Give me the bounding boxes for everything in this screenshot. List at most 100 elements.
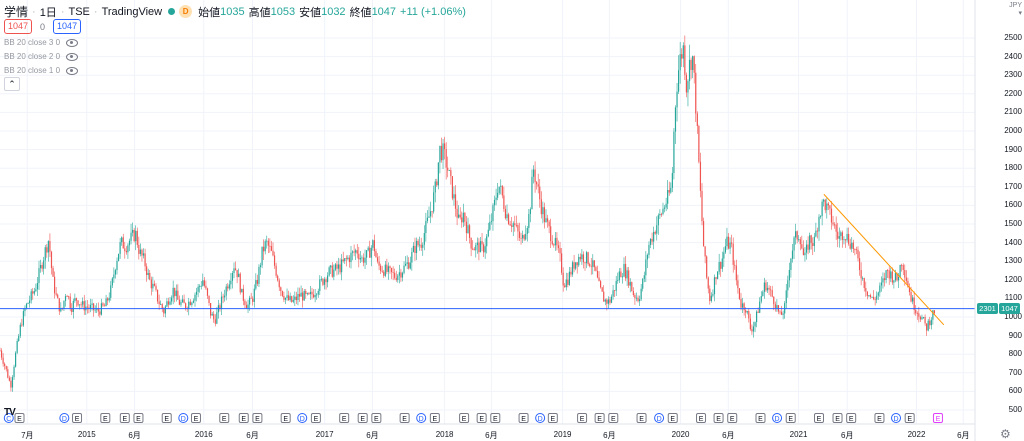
candle-body xyxy=(33,291,35,294)
earnings-marker xyxy=(727,413,738,423)
candle-body xyxy=(841,232,843,240)
candle-body xyxy=(119,242,121,254)
candle-body xyxy=(829,205,831,209)
candle-body xyxy=(94,309,96,311)
candle-body xyxy=(302,292,304,301)
interval-label[interactable]: 1日 xyxy=(39,6,57,19)
indicator-row[interactable]: BB 20 close 3 0 xyxy=(4,38,79,47)
earnings-marker xyxy=(371,413,382,423)
candle-body xyxy=(188,301,190,309)
candle-body xyxy=(82,301,84,305)
candle-body xyxy=(874,299,876,300)
candle-body xyxy=(398,272,400,276)
candle-body xyxy=(632,291,634,295)
currency-label[interactable]: JPY ▾ xyxy=(1009,2,1022,18)
candle-body xyxy=(380,265,382,271)
candle-body xyxy=(16,340,18,353)
candle-body xyxy=(297,294,299,301)
candle-body xyxy=(629,282,631,286)
candle-body xyxy=(208,295,210,304)
candle-body xyxy=(548,221,550,227)
candle-body xyxy=(149,272,151,280)
indicator-row[interactable]: BB 20 close 2 0 xyxy=(4,52,79,61)
candle-body xyxy=(105,298,107,307)
candle-body xyxy=(191,302,193,305)
candle-body xyxy=(532,169,535,177)
candle-body xyxy=(724,246,726,253)
candle-body xyxy=(128,240,131,246)
candle-body xyxy=(114,270,117,275)
market-status-dot[interactable] xyxy=(168,8,176,15)
candle-body xyxy=(731,242,733,244)
candle-body xyxy=(497,192,499,198)
candle-body xyxy=(130,232,132,241)
candle-body xyxy=(679,54,681,71)
candle-body xyxy=(202,280,204,286)
event-marker-label: E xyxy=(103,416,108,423)
candle-body xyxy=(607,299,609,304)
time-tick-label: 6月 xyxy=(603,431,616,440)
eye-icon[interactable] xyxy=(66,66,79,75)
candle-body xyxy=(397,275,399,281)
sell-button[interactable]: 1047 xyxy=(4,19,33,34)
tradingview-logo[interactable]: TV xyxy=(4,407,16,418)
candle-body xyxy=(738,288,741,299)
eye-icon[interactable] xyxy=(66,38,79,47)
candle-body xyxy=(288,295,290,300)
indicator-row[interactable]: BB 20 close 1 0 xyxy=(4,66,79,75)
buy-button[interactable]: 1047 xyxy=(53,19,82,34)
candle-body xyxy=(617,280,619,281)
candle-body xyxy=(600,281,602,288)
candle-body xyxy=(921,317,923,320)
candle-body xyxy=(890,271,892,279)
candle-body xyxy=(122,237,124,249)
candle-body xyxy=(802,248,804,256)
candle-body xyxy=(709,288,711,301)
event-marker-label: E xyxy=(550,416,555,423)
candle-body xyxy=(871,296,873,298)
candle-body xyxy=(779,311,781,313)
candle-body xyxy=(433,192,435,212)
candle-body xyxy=(667,190,669,204)
candle-body xyxy=(269,245,271,247)
candle-body xyxy=(200,285,202,287)
earnings-marker xyxy=(490,413,501,423)
candle-body xyxy=(487,229,489,237)
candle-body xyxy=(256,280,258,284)
candle-body xyxy=(894,273,897,281)
candle-body xyxy=(585,252,588,264)
candle-body xyxy=(175,290,177,297)
gear-icon[interactable]: ⚙ xyxy=(1000,427,1011,441)
price-tick-label: 2400 xyxy=(1004,51,1022,61)
symbol-name[interactable]: 学情 xyxy=(4,5,29,19)
split-marker xyxy=(3,413,14,423)
candle-body xyxy=(206,288,209,296)
time-tick-label: 6月 xyxy=(366,431,379,440)
candle-body xyxy=(587,252,589,265)
candle-body xyxy=(116,260,118,271)
event-marker-label: E xyxy=(493,416,498,423)
candle-body xyxy=(826,203,828,211)
candle-body xyxy=(869,295,872,297)
data-badge[interactable]: D xyxy=(179,5,193,18)
event-marker-label: E xyxy=(283,416,288,423)
candle-body xyxy=(400,272,402,278)
candle-body xyxy=(227,286,229,289)
chevron-up-icon: ⌃ xyxy=(8,79,16,89)
earnings-marker xyxy=(667,413,678,423)
earnings-marker xyxy=(219,413,230,423)
candle-body xyxy=(674,107,677,132)
time-tick-label: 2019 xyxy=(553,430,572,439)
candle-body xyxy=(799,239,801,245)
candle-body xyxy=(504,208,507,219)
event-marker-label: D xyxy=(657,416,662,423)
eye-icon[interactable] xyxy=(66,52,79,61)
collapse-legend-button[interactable]: ⌃ xyxy=(4,77,20,91)
time-tick-label: 6月 xyxy=(957,431,970,440)
candle-body xyxy=(97,308,99,312)
earnings-marker xyxy=(100,413,111,423)
candle-body xyxy=(107,298,109,301)
candle-body xyxy=(559,248,561,254)
candle-body xyxy=(322,278,324,285)
